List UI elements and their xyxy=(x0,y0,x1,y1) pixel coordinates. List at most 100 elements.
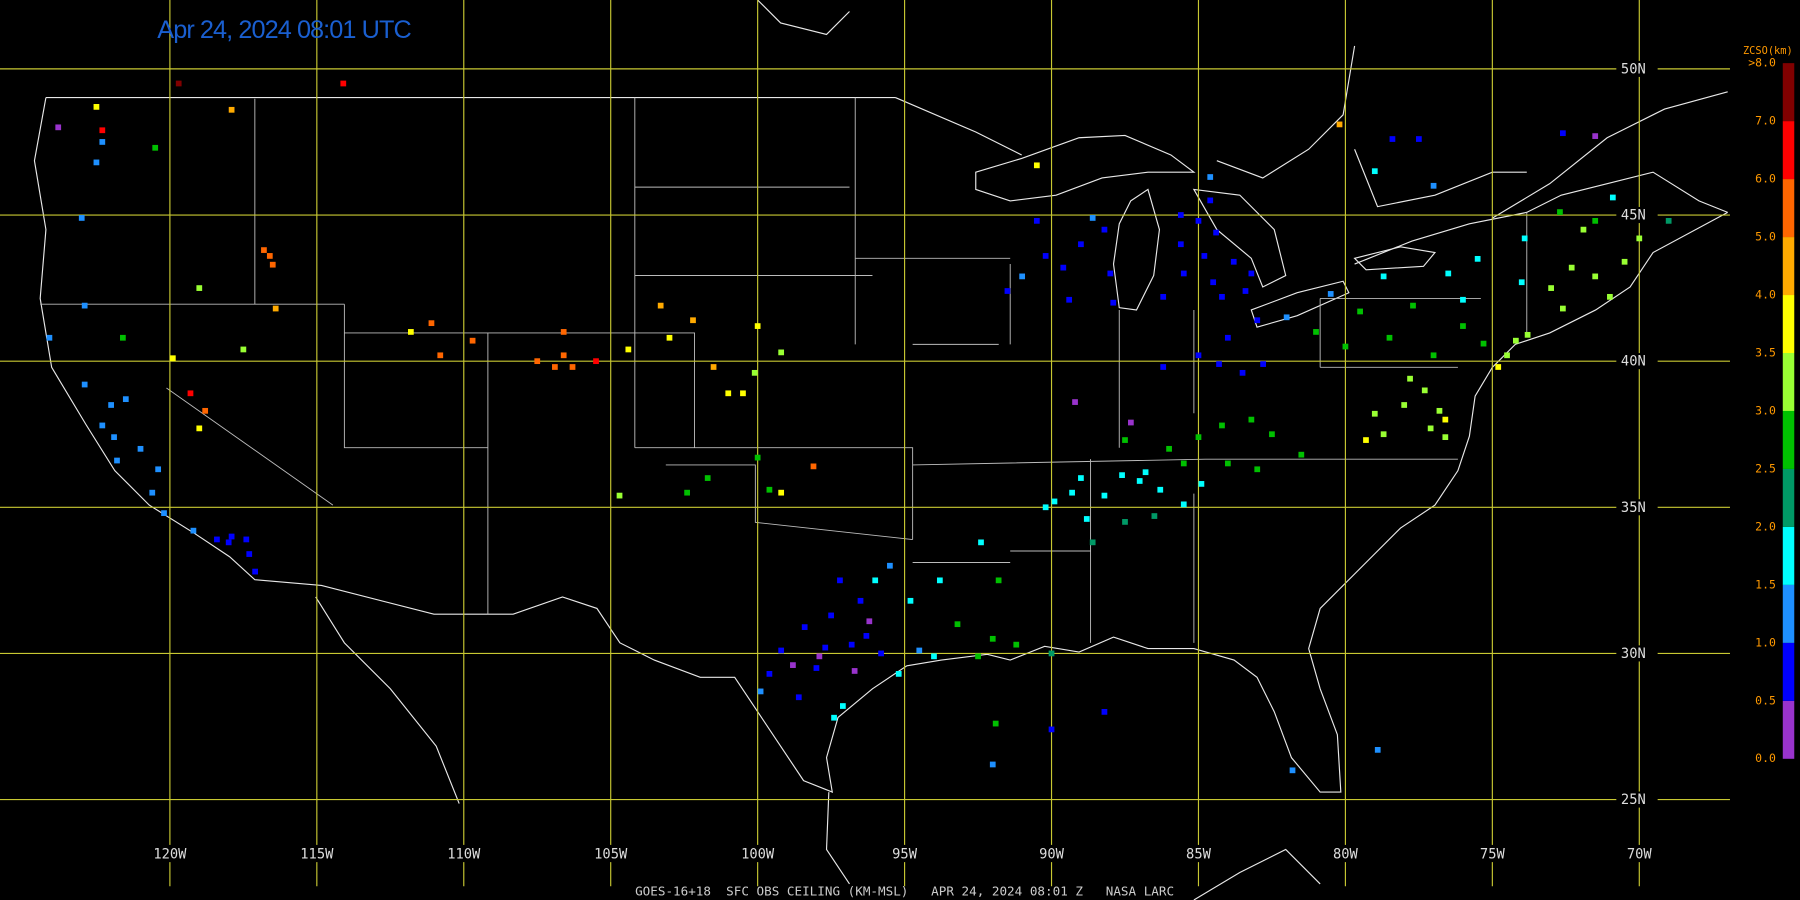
station-ceiling xyxy=(1089,215,1096,221)
station-ceiling xyxy=(560,352,567,359)
station-ceiling xyxy=(1213,229,1219,236)
station-ceiling xyxy=(1122,519,1128,525)
station-ceiling xyxy=(1512,337,1519,344)
latitude-label: 25N xyxy=(1621,792,1646,808)
station-ceiling xyxy=(916,647,923,654)
station-ceiling xyxy=(1224,334,1231,341)
coastlines xyxy=(33,0,1728,900)
station-ceiling xyxy=(1568,264,1575,271)
colorbar-label: 6.0 xyxy=(1755,172,1776,186)
station-ceiling xyxy=(252,568,258,575)
station-ceiling xyxy=(1195,217,1202,224)
station-ceiling xyxy=(408,329,414,335)
station-ceiling xyxy=(55,124,62,131)
station-ceiling xyxy=(1421,387,1428,394)
label-box xyxy=(1175,844,1222,863)
colorbar-label: 0.5 xyxy=(1755,693,1776,707)
station-ceiling xyxy=(161,510,167,516)
label-box xyxy=(440,844,487,863)
station-ceiling xyxy=(895,671,902,677)
station-ceiling xyxy=(1180,501,1187,508)
station-ceiling xyxy=(202,407,209,414)
longitude-label: 80W xyxy=(1333,847,1359,863)
station-ceiling xyxy=(1442,434,1449,441)
station-ceiling xyxy=(1219,293,1225,300)
station-ceiling xyxy=(1160,293,1167,300)
colorbar-segment xyxy=(1782,63,1795,122)
station-ceiling xyxy=(111,434,117,441)
longitude-label: 75W xyxy=(1480,847,1506,863)
lake-michigan xyxy=(1112,188,1161,311)
station-ceiling xyxy=(801,624,808,630)
colorbar-label: 2.0 xyxy=(1755,519,1776,533)
station-ceiling xyxy=(1166,445,1172,452)
station-ceiling xyxy=(1201,253,1208,259)
station-ceiling xyxy=(740,390,746,397)
station-ceiling xyxy=(1254,466,1261,473)
station-ceiling xyxy=(93,159,100,166)
station-ceiling xyxy=(1198,481,1205,487)
station-ceiling xyxy=(152,144,159,151)
station-ceiling xyxy=(1380,273,1387,280)
colorbar-segment xyxy=(1782,237,1795,296)
latitude-label: 50N xyxy=(1621,61,1646,77)
longitude-label: 90W xyxy=(1039,847,1065,863)
station-ceiling xyxy=(1242,288,1249,294)
lake-superior xyxy=(975,134,1196,202)
station-ceiling xyxy=(1195,434,1202,441)
station-ceiling xyxy=(1401,402,1408,408)
station-ceiling xyxy=(851,668,858,674)
station-ceiling xyxy=(704,475,711,481)
station-ceiling xyxy=(1004,288,1011,294)
station-ceiling xyxy=(1442,416,1449,423)
station-ceiling xyxy=(99,422,106,429)
station-ceiling xyxy=(754,323,761,329)
station-ceiling xyxy=(552,364,558,370)
label-box xyxy=(1322,844,1369,863)
label-box xyxy=(1616,353,1658,370)
station-ceiling xyxy=(810,463,817,470)
station-ceiling xyxy=(1207,174,1214,180)
longitude-label: 85W xyxy=(1186,847,1212,863)
station-ceiling xyxy=(1180,460,1187,467)
station-ceiling xyxy=(1207,197,1214,204)
station-ceiling xyxy=(272,305,279,312)
longitude-label: 110W xyxy=(447,847,481,863)
station-ceiling xyxy=(93,104,100,110)
colorbar-label: 0.0 xyxy=(1755,751,1776,765)
station-ceiling xyxy=(1371,410,1378,417)
colorbar-segment xyxy=(1782,700,1795,759)
station-ceiling xyxy=(1430,182,1437,189)
station-ceiling xyxy=(1342,343,1349,350)
graticule-labels: 50N 45N 40N 35N 30N 25N 120W 115W 110W 105W 100W 95… xyxy=(146,60,1663,863)
station-ceiling xyxy=(1101,492,1108,499)
station-ceiling xyxy=(1078,241,1084,248)
station-ceiling xyxy=(137,445,144,452)
station-ceiling xyxy=(196,285,203,291)
colorbar-label: 3.5 xyxy=(1755,345,1776,359)
station-ceiling xyxy=(1371,168,1378,175)
station-ceiling xyxy=(225,539,232,546)
station-ceiling xyxy=(228,106,235,113)
station-ceiling xyxy=(989,635,996,642)
mexico-coast xyxy=(315,596,1321,900)
station-ceiling xyxy=(1609,194,1616,201)
station-ceiling xyxy=(1592,133,1599,139)
station-ceiling xyxy=(1042,253,1049,259)
station-ceiling xyxy=(1107,270,1114,277)
station-ceiling xyxy=(1177,241,1184,248)
station-ceiling xyxy=(975,653,981,660)
station-ceiling xyxy=(790,662,796,668)
station-ceiling xyxy=(122,396,129,403)
station-ceiling xyxy=(1336,121,1343,128)
station-ceiling xyxy=(1210,279,1217,286)
station-ceiling xyxy=(757,688,764,695)
colorbar-segment xyxy=(1782,352,1795,411)
station-ceiling xyxy=(187,390,194,397)
lake-ontario xyxy=(1353,246,1437,271)
station-ceiling xyxy=(778,349,785,356)
station-ceiling xyxy=(766,486,773,493)
station-ceiling xyxy=(1313,329,1319,335)
colorbar-segment xyxy=(1782,179,1795,238)
